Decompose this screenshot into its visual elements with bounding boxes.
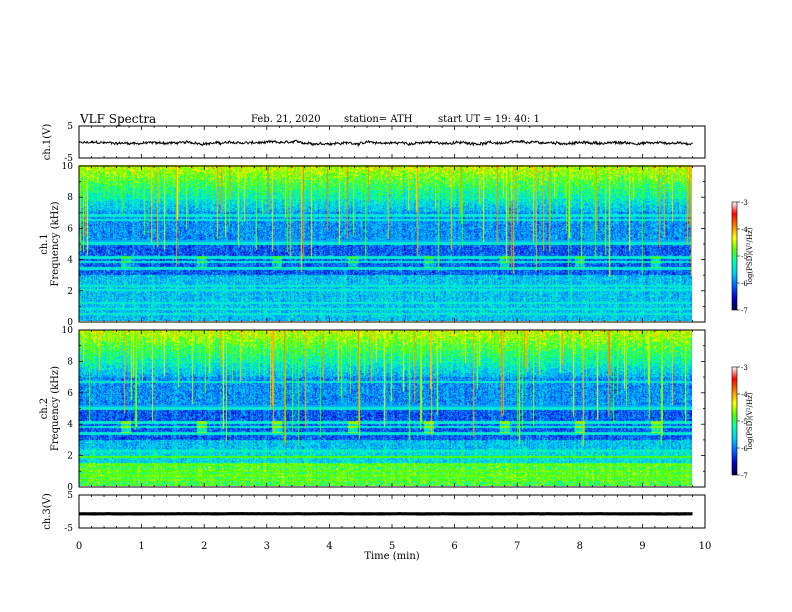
y-tick-label: -5 (64, 154, 73, 164)
ch1-waveform-trace (78, 139, 693, 148)
x-tick-label: 6 (451, 541, 457, 552)
x-tick-label: 4 (326, 541, 332, 552)
y-tick-label: 4 (67, 420, 73, 430)
x-tick-label: 1 (138, 541, 144, 552)
colorbar-tick-label: -5 (741, 418, 748, 426)
y-tick-label: 8 (67, 193, 73, 203)
y-tick-label: 10 (62, 162, 74, 172)
y-tick-label: 6 (67, 389, 73, 399)
colorbar-tick-label: -7 (741, 307, 748, 315)
x-axis-label: Time (min) (364, 551, 419, 562)
colorbar-tick-label: -4 (741, 391, 748, 399)
y-tick-label: 5 (67, 122, 73, 132)
y-tick-label: -5 (64, 524, 73, 534)
y-tick-label: 10 (62, 326, 74, 336)
y-tick-label: 2 (67, 287, 73, 297)
station-label: station= ATH (344, 114, 413, 125)
y-tick-label: 5 (67, 491, 73, 501)
x-tick-label: 10 (699, 541, 712, 552)
panel-frame-3 (78, 329, 706, 488)
colorbar-tick-label: -5 (741, 253, 748, 261)
x-tick-label: 0 (76, 541, 82, 552)
colorbar-tick-label: -7 (741, 472, 748, 480)
y-axis-label: Frequency (kHz) (50, 201, 61, 286)
observation-date: Feb. 21, 2020 (251, 114, 321, 125)
start-time-label: start UT = 19: 40: 1 (438, 114, 540, 125)
x-tick-label: 3 (264, 541, 270, 552)
x-tick-label: 8 (577, 541, 583, 552)
panel-frame-2 (78, 165, 706, 323)
x-tick-label: 2 (201, 541, 207, 552)
ch-label: ch.2 (39, 398, 50, 420)
y-axis-label: ch.1(V) (42, 124, 53, 161)
ch1-spectrogram-image (79, 165, 692, 321)
colorbar-1 (731, 201, 738, 311)
ch-label: ch.1 (39, 233, 50, 255)
y-axis-label: ch.3(V) (42, 493, 53, 530)
x-tick-label: 9 (639, 541, 645, 552)
y-tick-label: 4 (67, 256, 73, 266)
y-axis-label: Frequency (kHz) (50, 366, 61, 451)
panel-frame-4 (78, 494, 706, 529)
y-tick-label: 2 (67, 452, 73, 462)
y-tick-label: 8 (67, 357, 73, 367)
colorbar-label: log(PSD)(V²/Hz) (746, 392, 754, 449)
colorbar-2 (731, 366, 738, 476)
ch2-spectrogram-image (79, 330, 692, 486)
colorbar-tick-label: -3 (741, 199, 748, 207)
x-tick-label: 5 (389, 541, 395, 552)
y-tick-label: 0 (67, 318, 73, 328)
colorbar-tick-label: -3 (741, 364, 748, 372)
x-tick-label: 7 (514, 541, 520, 552)
figure-title: VLF Spectra (80, 112, 157, 126)
colorbar-label: log(PSD)(V²/Hz) (746, 227, 754, 284)
colorbar-tick-label: -6 (741, 445, 748, 453)
colorbar-tick-label: -4 (741, 226, 748, 234)
colorbar-tick-label: -6 (741, 280, 748, 288)
y-tick-label: 6 (67, 224, 73, 234)
y-tick-label: 0 (67, 483, 73, 493)
